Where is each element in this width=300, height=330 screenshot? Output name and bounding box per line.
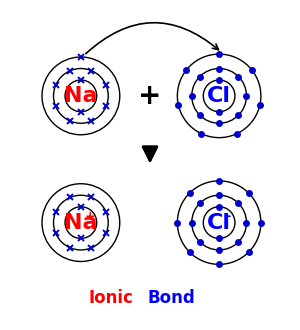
Text: Na: Na — [64, 86, 98, 106]
Text: Bond: Bond — [148, 289, 196, 307]
Text: -: - — [226, 210, 231, 223]
FancyArrowPatch shape — [86, 23, 218, 54]
Text: Na: Na — [64, 213, 98, 233]
Text: +: + — [138, 82, 162, 110]
Text: Cl: Cl — [207, 86, 231, 106]
Text: Ionic: Ionic — [89, 289, 134, 307]
Text: Cl: Cl — [207, 213, 231, 233]
Text: +: + — [85, 210, 95, 223]
